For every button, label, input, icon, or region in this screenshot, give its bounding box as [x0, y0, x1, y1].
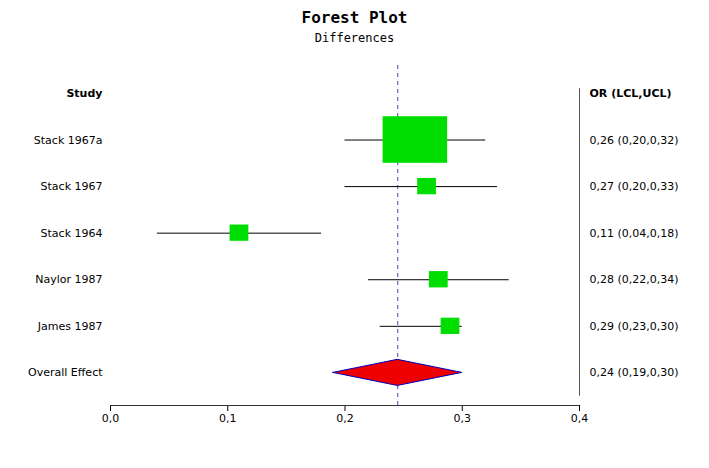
svg-text:0,26 (0,20,0,32): 0,26 (0,20,0,32) [590, 134, 679, 147]
svg-text:Study: Study [66, 87, 102, 100]
svg-text:0,28 (0,22,0,34): 0,28 (0,22,0,34) [590, 273, 679, 286]
svg-text:0,3: 0,3 [454, 412, 472, 425]
svg-text:0,27 (0,20,0,33): 0,27 (0,20,0,33) [590, 180, 679, 193]
svg-text:0,29 (0,23,0,30): 0,29 (0,23,0,30) [590, 320, 679, 333]
html-text:Differences: Differences [314, 31, 395, 45]
svg-text:Stack 1967: Stack 1967 [41, 180, 103, 193]
svg-text:OR (LCL,UCL): OR (LCL,UCL) [590, 87, 672, 100]
svg-text:0,24 (0,19,0,30): 0,24 (0,19,0,30) [590, 366, 679, 379]
svg-text:Naylor 1987: Naylor 1987 [35, 273, 102, 286]
svg-text:0,0: 0,0 [102, 412, 120, 425]
svg-text:0,4: 0,4 [571, 412, 589, 425]
svg-text:Stack 1964: Stack 1964 [41, 227, 103, 240]
html-text:Forest Plot: Forest Plot [301, 8, 408, 27]
svg-text:Stack 1967a: Stack 1967a [34, 134, 103, 147]
svg-text:James 1987: James 1987 [37, 320, 103, 333]
svg-text:Overall Effect: Overall Effect [28, 366, 103, 379]
svg-text:0,11 (0,04,0,18): 0,11 (0,04,0,18) [590, 227, 679, 240]
svg-text:0,1: 0,1 [219, 412, 237, 425]
svg-text:0,2: 0,2 [336, 412, 354, 425]
